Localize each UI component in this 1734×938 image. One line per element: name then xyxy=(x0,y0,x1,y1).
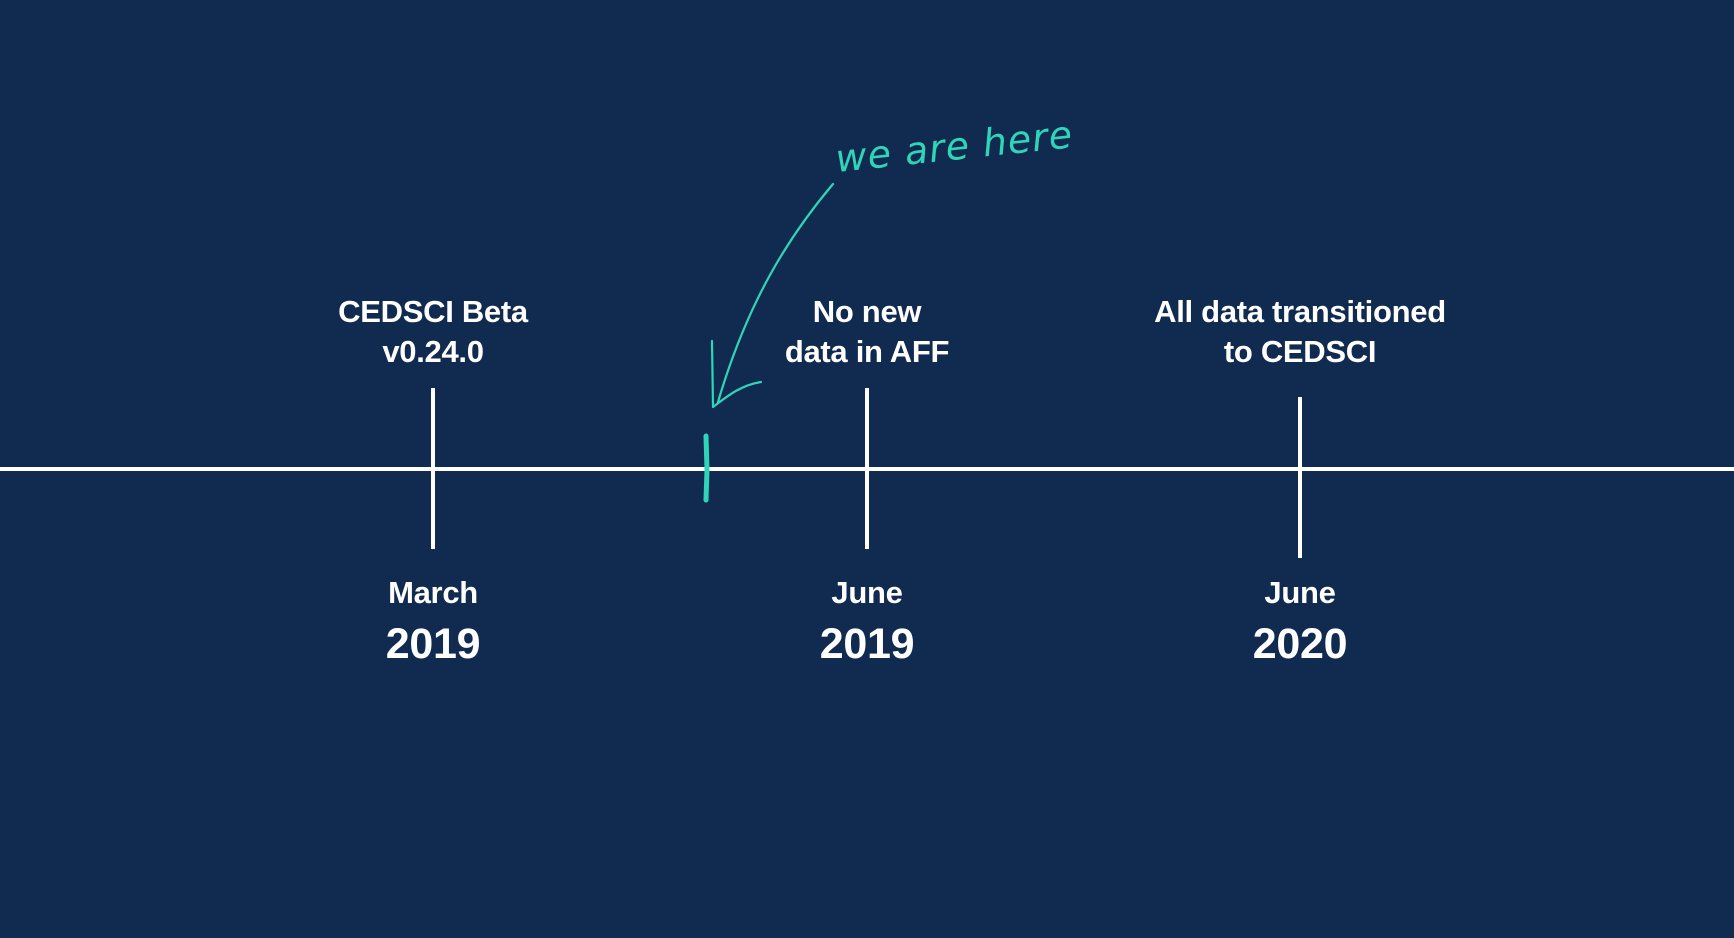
milestone-all-data-title: All data transitioned to CEDSCI xyxy=(1154,292,1446,372)
milestone-subtitle-line: to CEDSCI xyxy=(1223,334,1377,369)
milestone-cedsci-beta-title: CEDSCI Beta v0.24.0 xyxy=(338,292,528,372)
milestone-subtitle-line: v0.24.0 xyxy=(382,334,484,369)
milestone-no-new-data-month: June xyxy=(831,575,903,610)
we-are-here-annotation: we are here xyxy=(833,112,1075,181)
milestone-title-line: CEDSCI Beta xyxy=(338,294,528,329)
milestone-subtitle-line: data in AFF xyxy=(784,334,950,369)
milestone-no-new-data-year: 2019 xyxy=(819,620,915,668)
milestone-no-new-data-title: No new data in AFF xyxy=(784,292,950,372)
milestone-cedsci-beta-year: 2019 xyxy=(385,620,481,668)
current-position-marker xyxy=(703,433,710,503)
annotation-arrow xyxy=(716,182,835,404)
milestone-all-data-year: 2020 xyxy=(1252,620,1348,668)
milestone-cedsci-beta-month: March xyxy=(388,575,478,610)
arrow-head-icon xyxy=(710,339,763,409)
milestone-title-line: All data transitioned xyxy=(1154,294,1446,329)
milestone-all-data-month: June xyxy=(1264,575,1336,610)
milestone-title-line: No new xyxy=(812,294,922,329)
